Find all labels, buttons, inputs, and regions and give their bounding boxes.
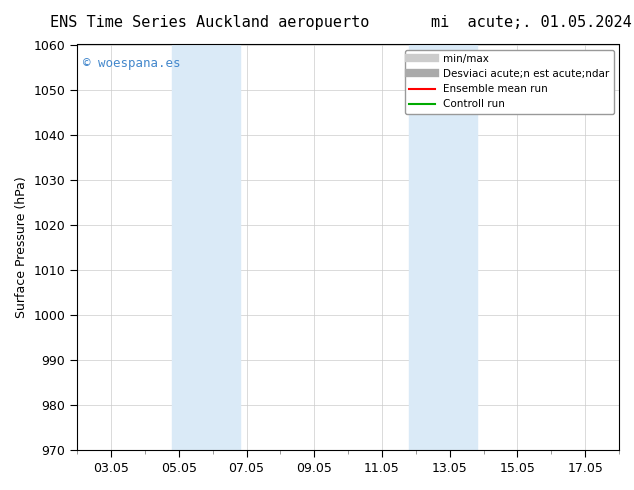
Y-axis label: Surface Pressure (hPa): Surface Pressure (hPa) (15, 176, 28, 318)
Text: ENS Time Series Auckland aeropuerto: ENS Time Series Auckland aeropuerto (49, 15, 369, 30)
Bar (409, 45, 477, 450)
Text: mi  acute;. 01.05.2024 13 UTC: mi acute;. 01.05.2024 13 UTC (431, 15, 634, 30)
Bar (172, 45, 240, 450)
Text: © woespana.es: © woespana.es (82, 57, 180, 70)
Legend: min/max, Desviaci acute;n est acute;ndar, Ensemble mean run, Controll run: min/max, Desviaci acute;n est acute;ndar… (405, 49, 614, 114)
